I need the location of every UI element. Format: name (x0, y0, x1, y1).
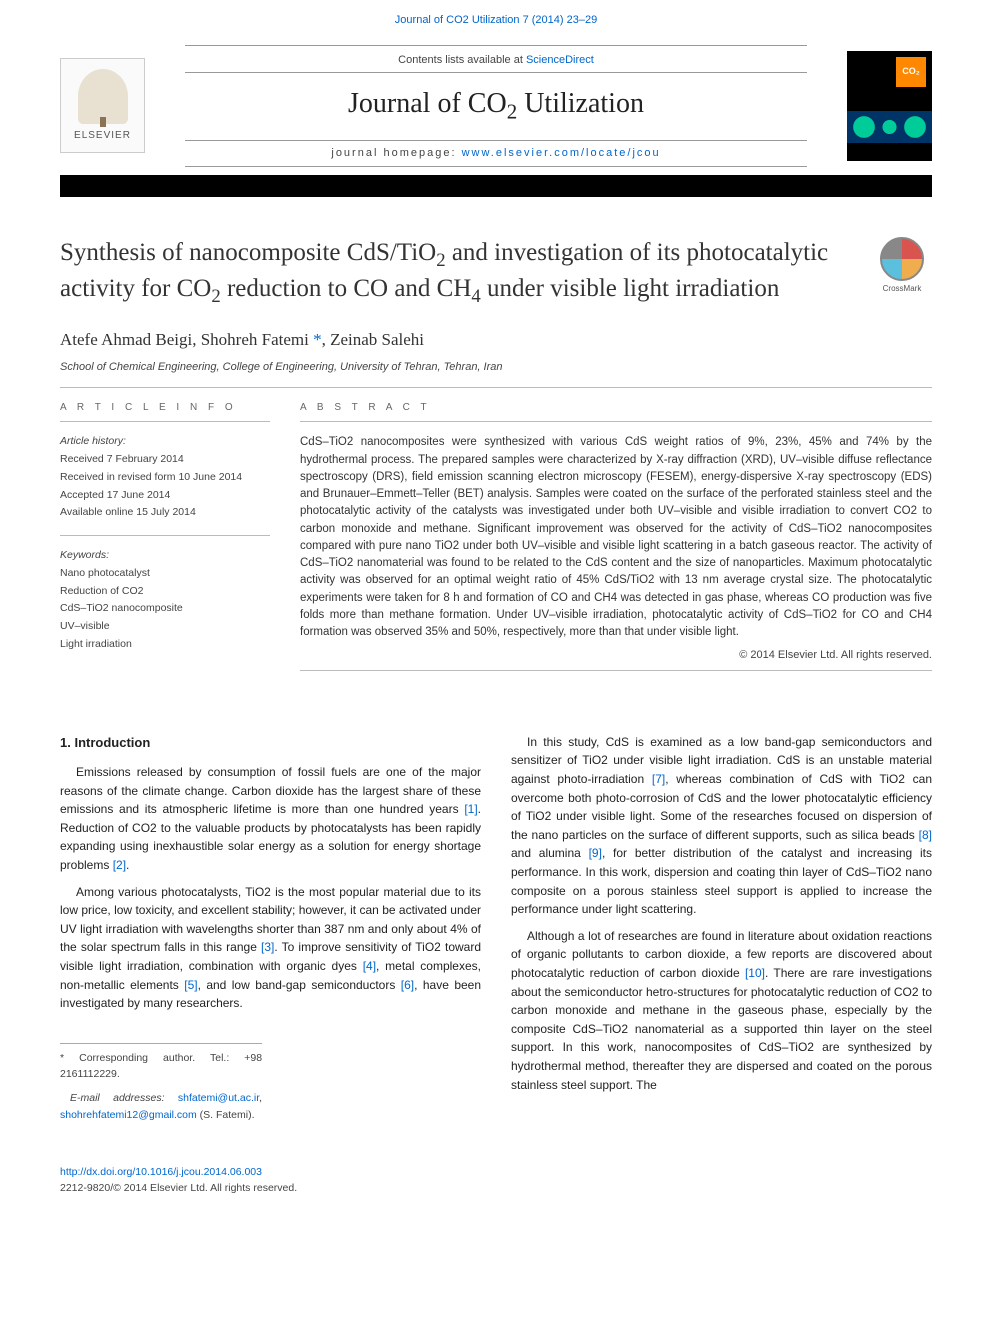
author-3: Zeinab Salehi (330, 330, 424, 349)
abstract-copyright: © 2014 Elsevier Ltd. All rights reserved… (300, 647, 932, 664)
email-line: E-mail addresses: shfatemi@ut.ac.ir, sho… (60, 1090, 262, 1123)
ref-link[interactable]: [4] (363, 959, 376, 973)
corresponding-mark[interactable]: * (313, 330, 322, 349)
body-columns: 1. Introduction Emissions released by co… (60, 733, 932, 1131)
article-body: Synthesis of nanocomposite CdS/TiO2 and … (0, 197, 992, 1151)
section-heading: 1. Introduction (60, 733, 481, 753)
doi-link[interactable]: http://dx.doi.org/10.1016/j.jcou.2014.06… (60, 1166, 262, 1178)
author-1: Atefe Ahmad Beigi (60, 330, 192, 349)
homepage-link[interactable]: www.elsevier.com/locate/jcou (462, 147, 661, 159)
cover-band-icon (847, 111, 932, 143)
cover-badge: CO₂ (896, 57, 926, 87)
abstract-text: CdS–TiO2 nanocomposites were synthesized… (300, 434, 932, 641)
paragraph: In this study, CdS is examined as a low … (511, 733, 932, 919)
elsevier-logo[interactable]: ELSEVIER (60, 58, 145, 153)
email-link[interactable]: shfatemi@ut.ac.ir (178, 1092, 259, 1104)
article-info-heading: A R T I C L E I N F O (60, 400, 270, 415)
journal-cover-thumb[interactable]: CO₂ (847, 51, 932, 161)
history-item: Received in revised form 10 June 2014 (60, 470, 270, 486)
author-2: Shohreh Fatemi (201, 330, 309, 349)
corr-author-note: * Corresponding author. Tel.: +98 216111… (60, 1050, 262, 1083)
abstract-heading: A B S T R A C T (300, 400, 932, 415)
ref-link[interactable]: [3] (261, 940, 274, 954)
ref-link[interactable]: [9] (589, 846, 602, 860)
black-divider-bar (60, 175, 932, 197)
elsevier-label: ELSEVIER (74, 128, 131, 143)
rule (300, 421, 932, 422)
paragraph: Among various photocatalysts, TiO2 is th… (60, 883, 481, 1013)
keyword: UV–visible (60, 619, 270, 635)
rule (300, 670, 932, 671)
history-label: Article history: (60, 434, 270, 450)
homepage-line: journal homepage: www.elsevier.com/locat… (185, 140, 807, 167)
article-title: Synthesis of nanocomposite CdS/TiO2 and … (60, 237, 852, 310)
ref-link[interactable]: [6] (401, 978, 414, 992)
email-link[interactable]: shohrehfatemi12@gmail.com (60, 1109, 197, 1121)
top-journal-link[interactable]: Journal of CO2 Utilization 7 (2014) 23–2… (395, 14, 597, 26)
authors: Atefe Ahmad Beigi, Shohreh Fatemi *, Zei… (60, 327, 932, 353)
keyword: Light irradiation (60, 637, 270, 653)
rule (60, 387, 932, 388)
header-banner: ELSEVIER Contents lists available at Sci… (60, 45, 932, 167)
top-journal-citation: Journal of CO2 Utilization 7 (2014) 23–2… (0, 0, 992, 37)
rule (60, 535, 270, 536)
keyword: Nano photocatalyst (60, 566, 270, 582)
issn-copyright: 2212-9820/© 2014 Elsevier Ltd. All right… (60, 1182, 297, 1194)
article-info-block: A R T I C L E I N F O Article history: R… (60, 400, 270, 683)
column-left: 1. Introduction Emissions released by co… (60, 733, 481, 1131)
ref-link[interactable]: [2] (113, 858, 126, 872)
keyword: Reduction of CO2 (60, 584, 270, 600)
keyword: CdS–TiO2 nanocomposite (60, 601, 270, 617)
history-item: Available online 15 July 2014 (60, 505, 270, 521)
banner-center: Contents lists available at ScienceDirec… (145, 45, 847, 167)
crossmark-widget[interactable]: CrossMark (872, 237, 932, 295)
crossmark-icon (880, 237, 924, 281)
elsevier-tree-icon (78, 69, 128, 124)
ref-link[interactable]: [7] (652, 772, 665, 786)
journal-name: Journal of CO2 Utilization (145, 83, 847, 128)
contents-line: Contents lists available at ScienceDirec… (185, 45, 807, 74)
footnotes: * Corresponding author. Tel.: +98 216111… (60, 1043, 262, 1123)
doi-block: http://dx.doi.org/10.1016/j.jcou.2014.06… (60, 1165, 932, 1197)
sciencedirect-link[interactable]: ScienceDirect (526, 54, 594, 66)
ref-link[interactable]: [5] (184, 978, 197, 992)
paragraph: Although a lot of researches are found i… (511, 927, 932, 1094)
history-item: Accepted 17 June 2014 (60, 488, 270, 504)
rule (60, 421, 270, 422)
history-item: Received 7 February 2014 (60, 452, 270, 468)
ref-link[interactable]: [10] (745, 966, 765, 980)
keywords-label: Keywords: (60, 548, 270, 564)
paragraph: Emissions released by consumption of fos… (60, 763, 481, 875)
ref-link[interactable]: [1] (464, 802, 477, 816)
affiliation: School of Chemical Engineering, College … (60, 359, 932, 376)
crossmark-label: CrossMark (872, 283, 932, 295)
column-right: In this study, CdS is examined as a low … (511, 733, 932, 1131)
abstract-block: A B S T R A C T CdS–TiO2 nanocomposites … (300, 400, 932, 683)
ref-link[interactable]: [8] (919, 828, 932, 842)
